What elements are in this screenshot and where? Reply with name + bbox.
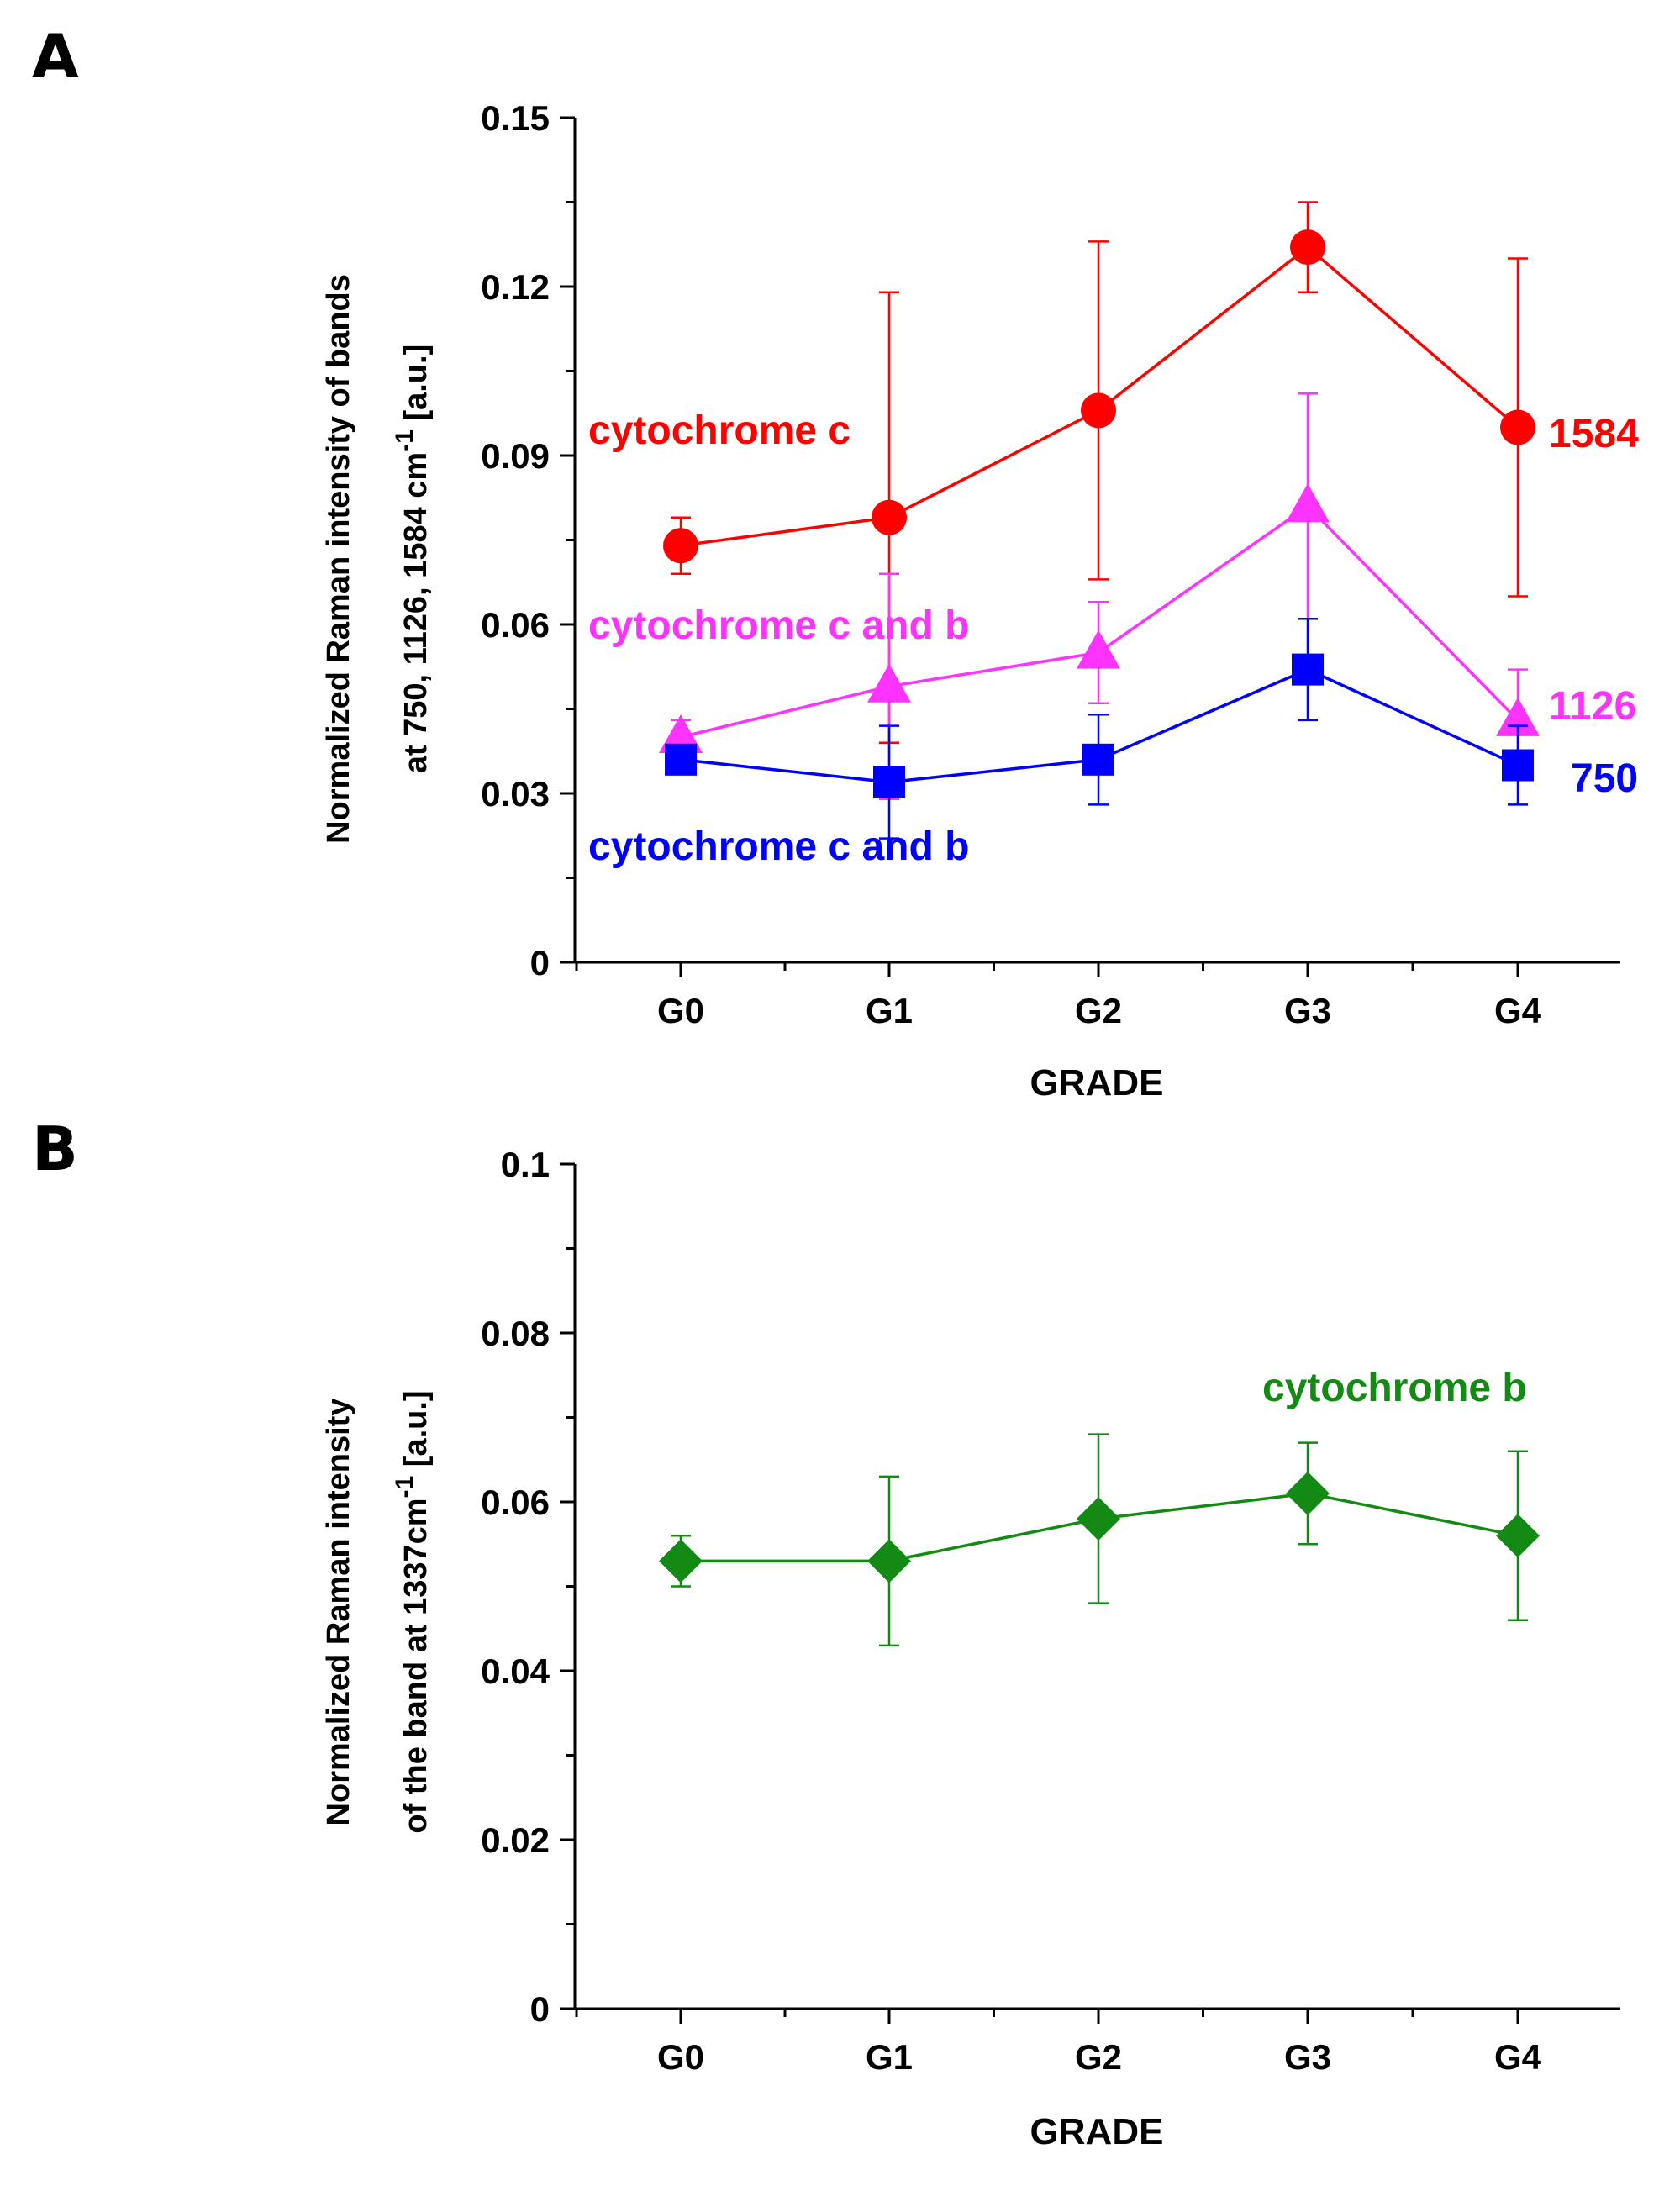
data-point-a-0-2 [1081, 392, 1116, 429]
y-tick-label-b-1: 0.02 [481, 1820, 550, 1860]
x-tick-label-a-1: G1 [866, 991, 913, 1030]
chart-panel-b: 0 0.02 0.04 0.06 0.08 0.1 G0 G1 G2 G3 G4 GRADE Norma… [321, 1145, 1620, 2152]
data-point-a-0-4 [1500, 409, 1535, 445]
y-tick-label-a-3: 0.09 [481, 436, 550, 476]
x-axis-title-b: GRADE [1030, 2111, 1164, 2152]
series-b-0 [659, 1433, 1540, 1647]
y-tick-label-b-3: 0.06 [481, 1483, 550, 1522]
series-a-0 [663, 201, 1535, 744]
data-point-a-0-3 [1290, 229, 1325, 266]
x-tick-label-b-4: G4 [1494, 2037, 1542, 2077]
data-point-b-0-3 [1286, 1471, 1330, 1515]
chart-panel-a: 0 0.03 0.06 0.09 0.12 0.15 G0 G1 G2 G3 G4 GRADE Norm… [321, 98, 1639, 1104]
y-axis-title-main-b: of the band at 1337cm [398, 1498, 434, 1833]
y-tick-label-b-2: 0.04 [481, 1651, 550, 1691]
y-axis-title-line2-a: at 750, 1126, 1584 cm-1 [a.u.] [391, 345, 434, 773]
panel-letter-a: A [32, 21, 79, 92]
y-axis-title-sup-a: -1 [391, 429, 419, 452]
series-end-label-a-1: 1126 [1549, 684, 1636, 729]
data-point-b-0-0 [659, 1539, 703, 1583]
y-axis-title-line2-b: of the band at 1337cm-1 [a.u.] [391, 1390, 434, 1833]
data-point-a-1-4 [1496, 697, 1540, 736]
y-tick-label-b-5: 0.1 [501, 1145, 550, 1184]
data-point-a-1-0 [659, 714, 703, 753]
x-tick-label-b-0: G0 [657, 2037, 704, 2077]
series-annotation-b-0: cytochrome b [1262, 1366, 1527, 1410]
x-tick-label-a-3: G3 [1284, 991, 1331, 1030]
data-point-a-2-3 [1292, 653, 1324, 686]
data-point-a-2-4 [1502, 749, 1534, 782]
y-axis-title-line1-a: Normalized Raman intensity of bands [321, 274, 356, 844]
y-tick-label-a-4: 0.12 [481, 267, 550, 307]
series-annotation-a-0: cytochrome c [588, 408, 851, 453]
data-point-a-1-3 [1286, 483, 1330, 523]
data-point-b-0-4 [1496, 1514, 1540, 1558]
data-point-a-2-0 [665, 743, 697, 776]
series-annotation-a-1: cytochrome c and b [588, 603, 969, 648]
y-tick-label-a-2: 0.06 [481, 605, 550, 645]
x-tick-label-a-4: G4 [1494, 991, 1542, 1030]
x-tick-label-a-0: G0 [657, 991, 704, 1030]
data-point-a-1-2 [1077, 629, 1120, 669]
y-axis-title-end-b: [a.u.] [398, 1390, 434, 1475]
x-tick-label-b-2: G2 [1075, 2037, 1122, 2077]
y-axis-title-main-a: at 750, 1126, 1584 cm [398, 452, 434, 773]
series-annotation-a-2: cytochrome c and b [588, 824, 969, 869]
data-point-a-2-1 [873, 766, 905, 798]
x-tick-label-b-1: G1 [866, 2037, 913, 2077]
series-end-label-a-2: 750 [1571, 756, 1638, 801]
data-point-b-0-1 [867, 1539, 911, 1583]
series-end-label-a-0: 1584 [1549, 412, 1639, 456]
y-tick-label-a-0: 0 [530, 943, 550, 982]
data-point-a-2-2 [1082, 743, 1114, 776]
x-tick-label-a-2: G2 [1075, 991, 1122, 1030]
x-tick-label-b-3: G3 [1284, 2037, 1331, 2077]
series-a-2 [665, 618, 1534, 840]
y-tick-label-b-0: 0 [530, 1989, 550, 2029]
data-point-a-0-1 [872, 499, 907, 535]
x-axis-title-a: GRADE [1030, 1062, 1164, 1104]
y-axis-title-sup-b: -1 [391, 1476, 419, 1499]
y-tick-label-b-4: 0.08 [481, 1314, 550, 1353]
y-axis-title-end-a: [a.u.] [398, 345, 434, 429]
data-point-a-1-1 [867, 663, 911, 703]
y-axis-title-line1-b: Normalized Raman intensity [321, 1399, 356, 1826]
y-tick-label-a-1: 0.03 [481, 774, 550, 814]
y-tick-label-a-5: 0.15 [481, 98, 550, 138]
panel-letter-b: B [32, 1114, 78, 1184]
data-point-b-0-2 [1077, 1497, 1120, 1541]
data-point-a-0-0 [663, 528, 698, 564]
